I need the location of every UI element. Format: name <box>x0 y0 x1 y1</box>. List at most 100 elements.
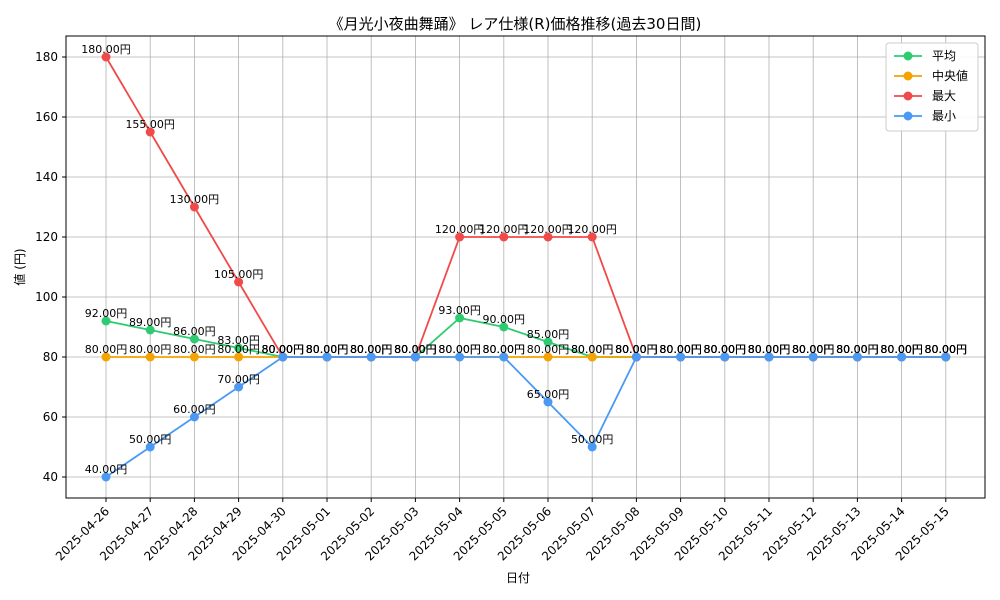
data-label: 130.00円 <box>170 193 220 206</box>
data-point <box>234 343 244 353</box>
data-point <box>234 382 244 392</box>
data-label: 80.00円 <box>571 343 614 356</box>
data-point <box>543 337 553 347</box>
data-label: 80.00円 <box>925 343 968 356</box>
data-label: 92.00円 <box>85 307 128 320</box>
data-label: 80.00円 <box>659 343 702 356</box>
x-axis-label: 日付 <box>506 571 530 585</box>
data-label: 80.00円 <box>306 343 349 356</box>
data-label: 40.00円 <box>85 463 128 476</box>
data-label: 80.00円 <box>792 343 835 356</box>
data-label: 80.00円 <box>880 343 923 356</box>
data-label: 80.00円 <box>173 343 216 356</box>
data-point <box>808 352 818 362</box>
data-label: 80.00円 <box>880 343 923 356</box>
data-label: 85.00円 <box>527 328 570 341</box>
data-label: 80.00円 <box>748 343 791 356</box>
data-point <box>189 202 199 212</box>
data-label: 80.00円 <box>394 343 437 356</box>
chart-title: 《月光小夜曲舞踊》 レア仕様(R)価格推移(過去30日間) <box>329 15 702 33</box>
data-label: 80.00円 <box>350 343 393 356</box>
data-label: 80.00円 <box>925 343 968 356</box>
data-point <box>764 352 774 362</box>
y-axis-label: 値 (円) <box>12 248 27 285</box>
series-group <box>101 52 951 482</box>
data-label: 60.00円 <box>173 403 216 416</box>
data-label: 80.00円 <box>615 343 658 356</box>
series-line <box>105 356 946 478</box>
data-point <box>720 352 730 362</box>
legend-label: 平均 <box>932 49 956 63</box>
data-point <box>499 232 509 242</box>
x-axis-ticks: 2025-04-262025-04-272025-04-282025-04-29… <box>53 498 952 563</box>
data-point <box>145 352 155 362</box>
data-point <box>455 313 465 323</box>
legend-marker <box>903 71 913 81</box>
data-label: 80.00円 <box>659 343 702 356</box>
y-tick-label: 80 <box>43 350 58 364</box>
plot-frame <box>65 35 986 499</box>
data-label: 80.00円 <box>394 343 437 356</box>
data-label: 80.00円 <box>704 343 747 356</box>
y-tick-label: 160 <box>35 110 58 124</box>
data-label: 80.00円 <box>659 343 702 356</box>
y-tick-label: 60 <box>43 410 58 424</box>
data-point <box>278 352 288 362</box>
data-point <box>189 334 199 344</box>
data-label: 80.00円 <box>306 343 349 356</box>
data-point <box>499 322 509 332</box>
y-tick-label: 100 <box>35 290 58 304</box>
data-point <box>587 232 597 242</box>
data-label: 70.00円 <box>217 373 260 386</box>
data-label: 80.00円 <box>925 343 968 356</box>
data-label: 80.00円 <box>438 343 481 356</box>
data-label: 180.00円 <box>81 43 131 56</box>
data-label: 80.00円 <box>350 343 393 356</box>
data-label: 80.00円 <box>925 343 968 356</box>
data-point <box>543 397 553 407</box>
data-label: 80.00円 <box>748 343 791 356</box>
data-label: 50.00円 <box>129 433 172 446</box>
data-label: 80.00円 <box>306 343 349 356</box>
data-point <box>101 52 111 62</box>
data-point <box>101 472 111 482</box>
data-label: 86.00円 <box>173 325 216 338</box>
legend-label: 最大 <box>932 89 956 103</box>
data-label: 80.00円 <box>571 343 614 356</box>
legend-label: 中央値 <box>932 68 968 83</box>
data-point <box>145 127 155 137</box>
data-label: 80.00円 <box>792 343 835 356</box>
y-tick-label: 120 <box>35 230 58 244</box>
data-point <box>189 352 199 362</box>
data-label: 120.00円 <box>567 223 617 236</box>
data-label: 120.00円 <box>435 223 485 236</box>
data-label: 80.00円 <box>615 343 658 356</box>
data-label: 80.00円 <box>350 343 393 356</box>
data-label: 80.00円 <box>527 343 570 356</box>
data-point <box>234 352 244 362</box>
data-label: 89.00円 <box>129 316 172 329</box>
data-label: 90.00円 <box>483 313 526 326</box>
data-label: 80.00円 <box>262 343 305 356</box>
legend-marker <box>903 51 913 61</box>
data-label: 80.00円 <box>836 343 879 356</box>
data-point <box>101 352 111 362</box>
data-label: 80.00円 <box>394 343 437 356</box>
data-label: 80.00円 <box>792 343 835 356</box>
data-label: 80.00円 <box>792 343 835 356</box>
data-point <box>543 352 553 362</box>
data-label: 120.00円 <box>479 223 529 236</box>
data-point <box>587 352 597 362</box>
data-point <box>189 412 199 422</box>
data-label: 80.00円 <box>748 343 791 356</box>
data-point <box>234 277 244 287</box>
data-point <box>145 442 155 452</box>
data-label: 80.00円 <box>704 343 747 356</box>
data-point <box>631 352 641 362</box>
legend-marker <box>903 111 913 121</box>
data-point <box>676 352 686 362</box>
data-label: 80.00円 <box>85 343 128 356</box>
y-tick-label: 180 <box>35 50 58 64</box>
data-point <box>366 352 376 362</box>
